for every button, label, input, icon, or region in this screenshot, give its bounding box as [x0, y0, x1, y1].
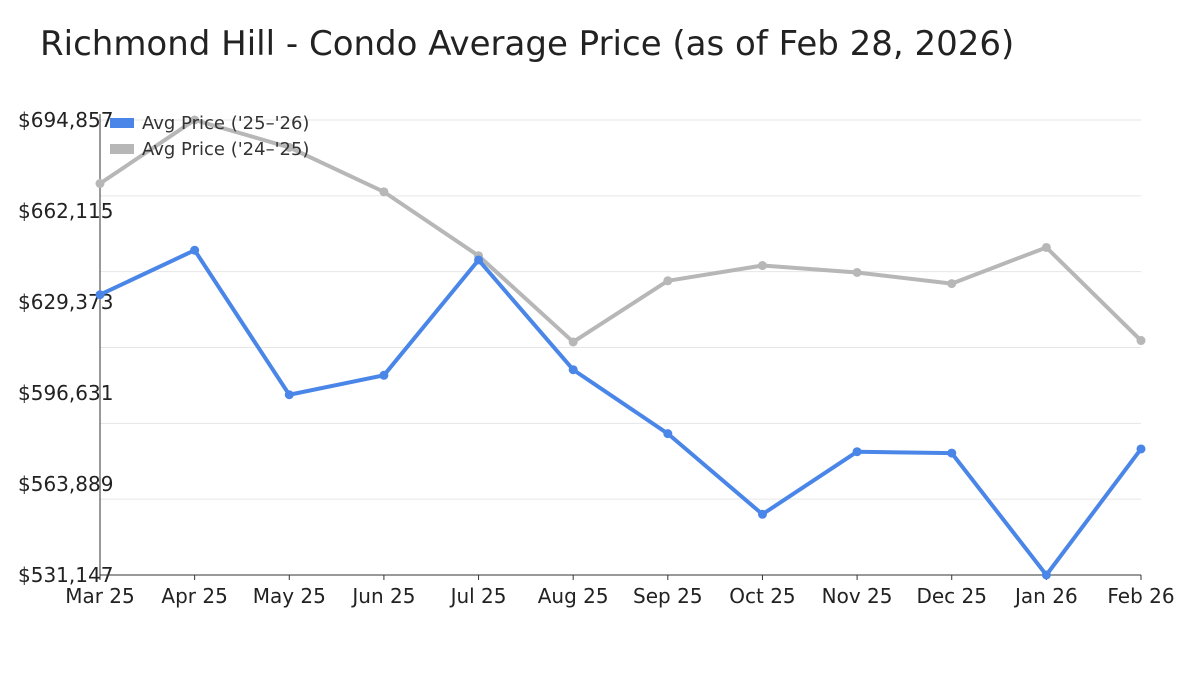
x-tick-label: Apr 25 — [161, 584, 227, 608]
x-tick-label: Aug 25 — [538, 584, 609, 608]
data-point-series-0 — [284, 390, 294, 400]
data-point-series-0 — [379, 370, 389, 380]
data-point-series-1 — [568, 337, 578, 347]
data-point-series-0 — [1136, 444, 1146, 454]
x-tick-label: Oct 25 — [729, 584, 795, 608]
axis-layer: $694,857$662,115$629,373$596,631$563,889… — [18, 108, 1175, 608]
x-tick-label: Mar 25 — [65, 584, 135, 608]
data-point-series-1 — [852, 267, 862, 277]
data-point-series-1 — [95, 179, 105, 189]
legend-label: Avg Price ('24–'25) — [142, 139, 309, 160]
x-tick-label: Sep 25 — [633, 584, 703, 608]
data-point-series-0 — [568, 365, 578, 375]
series-line-0 — [98, 248, 1143, 577]
x-tick-label: Dec 25 — [916, 584, 987, 608]
data-point-series-1 — [379, 187, 389, 197]
y-tick-label: $694,857 — [18, 108, 113, 132]
data-point-series-0 — [947, 448, 957, 458]
series-line-1 — [98, 118, 1143, 344]
data-point-series-1 — [1136, 336, 1146, 346]
data-point-series-0 — [190, 245, 200, 255]
y-tick-label: $662,115 — [18, 199, 113, 223]
grid-layer — [100, 119, 1141, 500]
y-tick-label: $531,147 — [18, 563, 113, 587]
y-tick-label: $563,889 — [18, 472, 113, 496]
chart-title: Richmond Hill - Condo Average Price (as … — [40, 24, 1015, 64]
data-point-series-1 — [190, 115, 200, 125]
data-point-series-1 — [757, 261, 767, 271]
data-point-series-0 — [757, 509, 767, 519]
data-point-series-0 — [95, 290, 105, 300]
x-tick-label: Jul 25 — [449, 584, 507, 608]
x-tick-label: May 25 — [253, 584, 326, 608]
legend-swatch — [110, 144, 134, 154]
x-tick-label: Feb 26 — [1107, 584, 1174, 608]
legend-label: Avg Price ('25–'26) — [142, 113, 309, 134]
data-point-series-0 — [663, 429, 673, 439]
data-point-series-0 — [474, 255, 484, 265]
data-point-series-1 — [663, 276, 673, 286]
data-point-series-1 — [947, 279, 957, 289]
data-point-series-1 — [284, 142, 294, 152]
data-point-series-1 — [1041, 242, 1051, 252]
legend-swatch — [110, 118, 134, 128]
legend: Avg Price ('25–'26) Avg Price ('24–'25) — [110, 113, 309, 160]
data-point-series-0 — [852, 447, 862, 457]
y-tick-label: $596,631 — [18, 381, 113, 405]
x-tick-label: Jun 25 — [350, 584, 415, 608]
x-tick-label: Nov 25 — [822, 584, 893, 608]
data-point-series-0 — [1041, 570, 1051, 580]
series-layer — [95, 115, 1146, 580]
x-tick-label: Jan 26 — [1013, 584, 1078, 608]
